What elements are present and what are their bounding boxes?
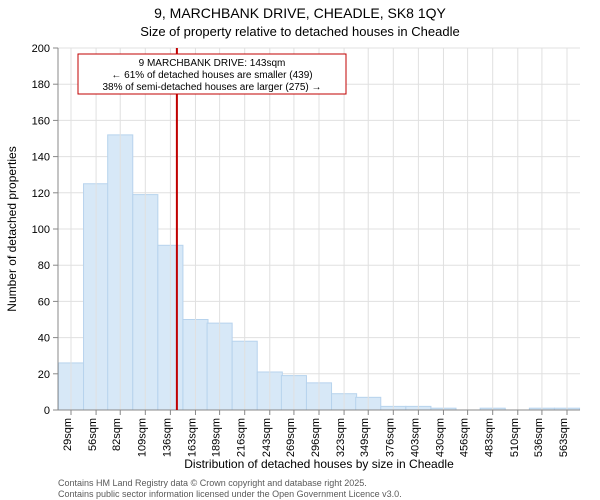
tick-label-x: 323sqm bbox=[335, 418, 347, 457]
tick-label-y: 200 bbox=[32, 43, 50, 55]
annotation-line-3: 38% of semi-detached houses are larger (… bbox=[102, 82, 321, 93]
y-axis-label: Number of detached properties bbox=[5, 146, 19, 311]
tick-label-y: 40 bbox=[38, 333, 50, 345]
tick-label-x: 403sqm bbox=[409, 418, 421, 457]
tick-label-x: 163sqm bbox=[186, 418, 198, 457]
tick-label-x: 243sqm bbox=[261, 418, 273, 457]
tick-label-x: 536sqm bbox=[533, 418, 545, 457]
tick-label-y: 180 bbox=[32, 79, 50, 91]
property-size-histogram: 0 20 40 60 80 100 120 140 160 180 200 29sqm 56sqm 82s… bbox=[0, 0, 600, 500]
tick-label-x: 56sqm bbox=[87, 418, 99, 451]
tick-label-x: 189sqm bbox=[211, 418, 223, 457]
tick-label-x: 82sqm bbox=[111, 418, 123, 451]
tick-label-x: 430sqm bbox=[434, 418, 446, 457]
tick-label-x: 456sqm bbox=[459, 418, 471, 457]
tick-label-x: 136sqm bbox=[161, 418, 173, 457]
tick-label-y: 80 bbox=[38, 260, 50, 272]
tick-label-x: 376sqm bbox=[384, 418, 396, 457]
tick-label-x: 216sqm bbox=[236, 418, 248, 457]
tick-label-y: 120 bbox=[32, 188, 50, 200]
footer-line-1: Contains HM Land Registry data © Crown c… bbox=[58, 478, 367, 488]
tick-label-y: 140 bbox=[32, 152, 50, 164]
tick-label-x: 296sqm bbox=[310, 418, 322, 457]
tick-label-x: 269sqm bbox=[285, 418, 297, 457]
tick-label-x: 510sqm bbox=[509, 418, 521, 457]
annotation-line-2: ← 61% of detached houses are smaller (43… bbox=[111, 70, 312, 81]
tick-label-x: 29sqm bbox=[62, 418, 74, 451]
tick-label-x: 563sqm bbox=[558, 418, 570, 457]
tick-label-x: 109sqm bbox=[136, 418, 148, 457]
histogram-svg: 0 20 40 60 80 100 120 140 160 180 200 29sqm 56sqm 82s… bbox=[0, 0, 600, 500]
tick-label-y: 0 bbox=[44, 405, 50, 417]
tick-label-y: 20 bbox=[38, 369, 50, 381]
x-axis-label: Distribution of detached houses by size … bbox=[184, 457, 454, 471]
tick-label-y: 60 bbox=[38, 296, 50, 308]
chart-title-2: Size of property relative to detached ho… bbox=[140, 24, 459, 39]
annotation-line-1: 9 MARCHBANK DRIVE: 143sqm bbox=[139, 58, 286, 69]
tick-label-x: 483sqm bbox=[484, 418, 496, 457]
footer-line-2: Contains public sector information licen… bbox=[58, 489, 402, 499]
tick-label-y: 160 bbox=[32, 115, 50, 127]
tick-label-y: 100 bbox=[32, 224, 50, 236]
tick-label-x: 349sqm bbox=[359, 418, 371, 457]
chart-title-1: 9, MARCHBANK DRIVE, CHEADLE, SK8 1QY bbox=[154, 5, 446, 21]
